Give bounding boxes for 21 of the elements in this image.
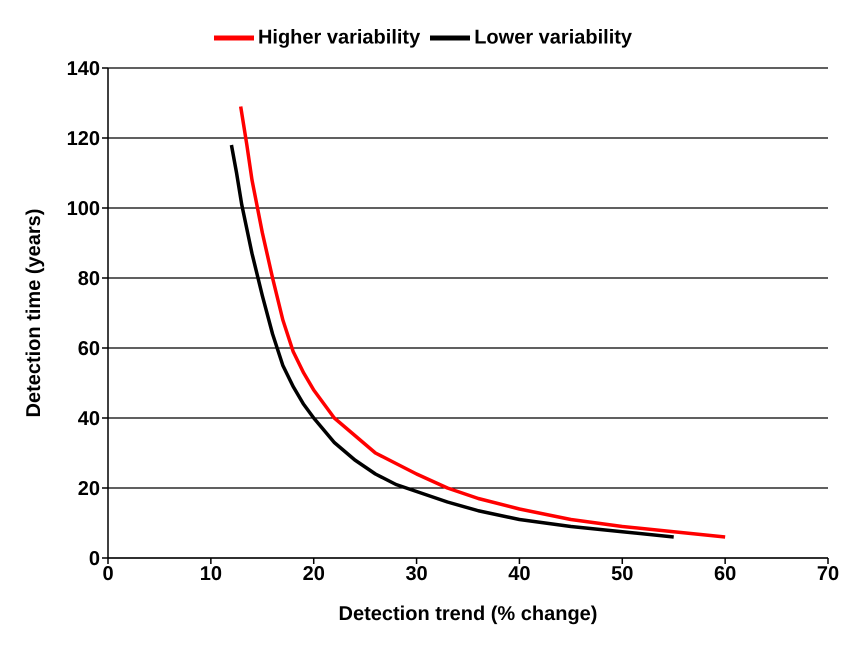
line-series (238, 104, 727, 539)
x-tick-label: 50 (611, 563, 634, 586)
y-tick-label: 80 (78, 268, 100, 290)
y-tick-label: 120 (66, 128, 100, 150)
legend-label: Lower variability (474, 26, 632, 48)
y-tick-label: 100 (66, 198, 100, 220)
x-tick-label: 70 (816, 563, 840, 586)
x-tick-label: 0 (102, 563, 114, 586)
x-tick-label: 60 (714, 563, 736, 586)
x-axis-title: Detection trend (% change) (338, 603, 598, 625)
y-tick-label: 60 (78, 338, 100, 360)
x-tick-label: 40 (508, 563, 531, 586)
y-axis-title: Detection time (years) (23, 208, 46, 418)
x-tick-label: 20 (302, 563, 325, 586)
y-tick-label: 140 (66, 58, 100, 80)
x-tick-label: 10 (200, 563, 222, 586)
legend-label: Higher variability (258, 26, 420, 48)
y-tick-label: 0 (88, 548, 100, 570)
y-tick-label: 40 (78, 408, 100, 430)
x-tick-label: 30 (405, 563, 428, 586)
y-tick-label: 20 (78, 478, 100, 500)
